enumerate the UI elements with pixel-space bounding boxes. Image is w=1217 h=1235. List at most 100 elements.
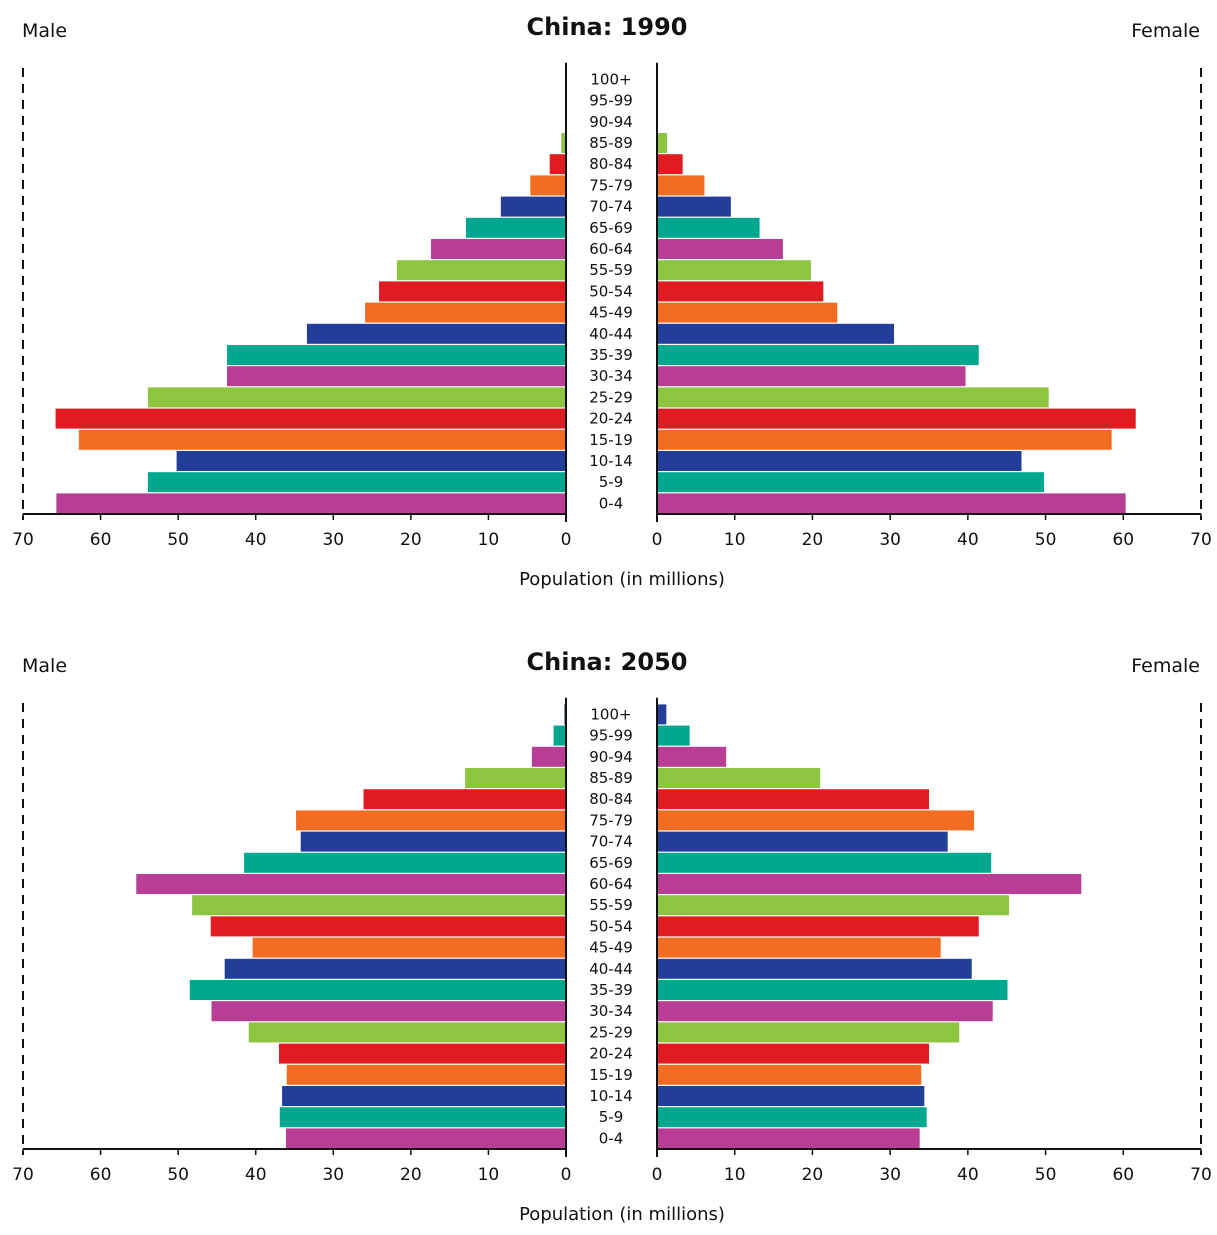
female-bar: [657, 1107, 927, 1128]
female-bar: [657, 916, 979, 937]
female-bar: [657, 704, 667, 725]
female-bar: [657, 980, 1008, 1000]
x-tick-label: 60: [1112, 1165, 1134, 1185]
age-label: 35-39: [589, 346, 633, 364]
axes: 70 60 50 40 30 20 10 0 0 10 20 30 40 50 60 70: [12, 697, 1212, 1185]
x-tick-label: 20: [802, 1165, 824, 1185]
female-bar: [657, 768, 821, 788]
male-bar: [500, 196, 566, 217]
female-bar: [657, 196, 731, 217]
male-bar: [465, 768, 566, 788]
x-tick-label: 70: [1190, 530, 1212, 550]
male-bar: [300, 831, 566, 852]
male-bar: [561, 133, 566, 153]
age-label: 10-14: [589, 452, 633, 470]
male-bar: [78, 429, 566, 450]
age-label: 20-24: [589, 1045, 633, 1063]
x-tick-label: 10: [478, 530, 500, 550]
age-label: 60-64: [589, 240, 633, 258]
male-bar: [210, 916, 567, 937]
female-bar: [657, 429, 1112, 450]
x-tick-label: 60: [1112, 530, 1134, 550]
male-bar: [136, 874, 567, 894]
x-tick-label: 70: [12, 530, 34, 550]
male-bar: [252, 937, 566, 958]
x-tick-label: 20: [400, 530, 422, 550]
age-label: 50-54: [589, 917, 633, 935]
x-tick-label: 40: [957, 530, 979, 550]
male-bar: [306, 323, 566, 344]
x-tick-label: 30: [879, 1165, 901, 1185]
male-label: Male: [22, 655, 67, 677]
age-label: 40-44: [589, 325, 633, 343]
age-label: 45-49: [589, 939, 633, 957]
female-bar: [657, 281, 824, 302]
male-bar: [189, 980, 566, 1000]
female-bar: [657, 217, 760, 238]
age-label: 65-69: [589, 219, 633, 237]
female-bar: [657, 154, 683, 175]
female-bar: [657, 725, 690, 746]
chart-title: China: 2050: [527, 648, 688, 676]
male-bar: [396, 260, 566, 281]
female-bar: [657, 1064, 922, 1085]
chart-title: China: 1990: [527, 13, 688, 41]
age-label: 65-69: [589, 854, 633, 872]
male-label: Male: [22, 20, 67, 42]
male-bar: [224, 958, 566, 979]
x-tick-label: 0: [652, 530, 663, 550]
male-bar: [553, 725, 566, 746]
age-label: 15-19: [589, 431, 633, 449]
male-bar: [296, 810, 566, 831]
male-bar: [55, 408, 566, 429]
age-label: 20-24: [589, 410, 633, 428]
pyramid-1990-svg: Male China: 1990 Female Population (in m…: [12, 13, 1212, 590]
female-bar: [657, 1086, 925, 1106]
age-label: 90-94: [589, 113, 633, 131]
female-label: Female: [1131, 20, 1200, 42]
x-tick-label: 60: [90, 1165, 112, 1185]
x-tick-label: 0: [652, 1165, 663, 1185]
female-bar: [657, 239, 783, 259]
male-bar: [530, 175, 566, 196]
age-label: 45-49: [589, 304, 633, 322]
x-axis-label: Population (in millions): [519, 1204, 725, 1225]
x-axis-label: Population (in millions): [519, 569, 725, 590]
female-bars: [657, 133, 1136, 514]
female-bar: [657, 831, 948, 852]
age-label: 50-54: [589, 282, 633, 300]
x-tick-label: 70: [1190, 1165, 1212, 1185]
male-bar: [531, 746, 566, 767]
female-label: Female: [1131, 655, 1200, 677]
x-tick-label: 40: [245, 1165, 267, 1185]
age-label: 10-14: [589, 1087, 633, 1105]
age-label: 25-29: [589, 388, 633, 406]
x-tick-label: 40: [957, 1165, 979, 1185]
male-bar: [363, 789, 566, 810]
male-bar: [279, 1107, 566, 1128]
male-bar: [147, 387, 566, 408]
age-label: 15-19: [589, 1066, 633, 1084]
male-bar: [211, 1001, 566, 1022]
male-bar: [286, 1064, 566, 1085]
x-tick-label: 30: [879, 530, 901, 550]
x-tick-label: 0: [561, 1165, 572, 1185]
male-bar: [285, 1128, 566, 1149]
male-bar: [227, 345, 566, 365]
female-bar: [657, 810, 975, 831]
male-bar: [549, 154, 566, 175]
male-bar: [465, 217, 566, 238]
female-bar: [657, 175, 705, 196]
age-label: 85-89: [589, 769, 633, 787]
x-tick-label: 20: [802, 530, 824, 550]
female-bar: [657, 408, 1136, 429]
x-tick-label: 0: [561, 530, 572, 550]
female-bar: [657, 874, 1082, 894]
population-pyramid-1990: Male China: 1990 Female Population (in m…: [0, 0, 1217, 600]
age-label: 30-34: [589, 1002, 633, 1020]
male-bar: [278, 1043, 566, 1064]
male-bar: [244, 852, 567, 873]
female-bars: [657, 704, 1082, 1149]
female-bar: [657, 1043, 929, 1064]
male-bar: [192, 895, 566, 916]
